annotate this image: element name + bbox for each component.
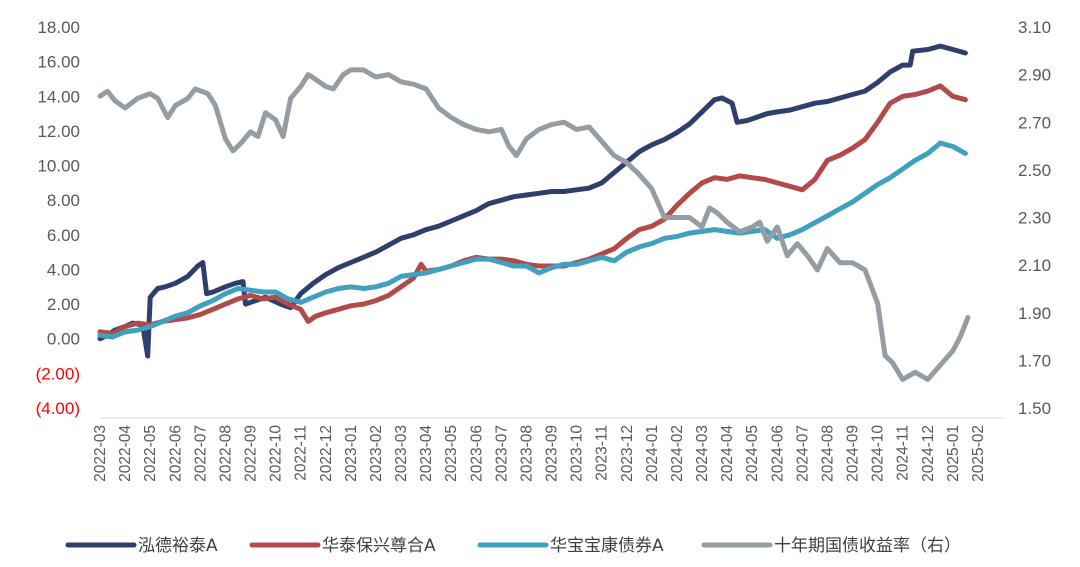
x-tick-label: 2024-08 (819, 425, 836, 482)
x-tick-label: 2024-07 (794, 425, 811, 482)
x-tick-label: 2024-06 (769, 425, 786, 482)
right-y-tick-label: 2.10 (1018, 256, 1051, 275)
x-tick-label: 2023-01 (343, 425, 360, 482)
series-line-1 (97, 83, 968, 336)
legend-label-3: 十年期国债收益率（右） (774, 536, 961, 556)
x-tick-label: 2023-04 (418, 425, 435, 482)
series-line-2 (97, 140, 968, 340)
x-tick-label: 2022-07 (192, 425, 209, 482)
x-tick-label: 2024-01 (644, 425, 661, 482)
right-y-tick-label: 1.50 (1018, 399, 1051, 418)
x-tick-label: 2024-02 (669, 425, 686, 482)
series-line-3 (97, 67, 971, 382)
right-y-tick-label: 1.90 (1018, 304, 1051, 323)
legend: 泓德裕泰A 华泰保兴尊合A 华宝宝康债券A 十年期国债收益率（右） (65, 536, 961, 556)
x-tick-label: 2023-07 (493, 425, 510, 482)
x-tick-label: 2022-12 (318, 425, 335, 482)
left-y-tick-label: 8.00 (47, 191, 80, 210)
left-y-tick-label: 2.00 (47, 295, 80, 314)
left-y-tick-label: (2.00) (36, 364, 80, 383)
x-tick-label: 2024-11 (895, 425, 912, 481)
legend-label-0: 泓德裕泰A (138, 536, 218, 556)
x-tick-label: 2022-10 (268, 425, 285, 482)
left-y-axis: 18.00 16.00 14.00 12.00 10.00 8.00 6.00 4.00 2.0… (36, 18, 80, 418)
right-y-tick-label: 2.70 (1018, 113, 1051, 132)
left-y-tick-label: 18.00 (37, 18, 80, 37)
x-tick-label: 2023-05 (443, 425, 460, 482)
right-y-axis: 3.10 2.90 2.70 2.50 2.30 2.10 1.90 1.70 1.50 (1018, 18, 1051, 418)
x-tick-label: 2024-09 (845, 425, 862, 482)
x-tick-label: 2024-10 (870, 425, 887, 482)
left-y-tick-label: 10.00 (37, 157, 80, 176)
x-tick-label: 2024-04 (719, 425, 736, 482)
x-tick-label: 2023-12 (619, 425, 636, 482)
x-tick-label: 2022-03 (92, 425, 109, 482)
left-y-tick-label: 12.00 (37, 122, 80, 141)
right-y-tick-label: 2.90 (1018, 66, 1051, 85)
x-tick-label: 2023-09 (544, 425, 561, 482)
x-tick-label: 2022-06 (167, 425, 184, 482)
x-tick-label: 2023-06 (468, 425, 485, 482)
left-y-tick-label: (4.00) (36, 399, 80, 418)
series-line-0 (97, 43, 968, 359)
right-y-tick-label: 3.10 (1018, 18, 1051, 37)
left-y-tick-label: 4.00 (47, 260, 80, 279)
left-y-tick-label: 14.00 (37, 87, 80, 106)
x-axis: 2022-03 2022-04 2022-05 2022-06 2022-07 2022-… (92, 417, 1003, 482)
left-y-tick-label: 16.00 (37, 53, 80, 72)
legend-label-1: 华泰保兴尊合A (322, 536, 436, 556)
x-tick-label: 2024-03 (694, 425, 711, 482)
x-tick-label: 2025-01 (945, 425, 962, 482)
x-tick-label: 2022-09 (243, 425, 260, 482)
x-tick-label: 2023-08 (518, 425, 535, 482)
x-tick-label: 2024-12 (920, 425, 937, 482)
x-tick-label: 2023-03 (393, 425, 410, 482)
right-y-tick-label: 1.70 (1018, 351, 1051, 370)
right-y-tick-label: 2.30 (1018, 209, 1051, 228)
series-layer (97, 43, 971, 382)
x-tick-label: 2024-05 (744, 425, 761, 482)
x-tick-label: 2022-08 (217, 425, 234, 482)
x-tick-label: 2022-05 (142, 425, 159, 482)
x-tick-label: 2022-04 (117, 425, 134, 482)
legend-label-2: 华宝宝康债券A (550, 536, 664, 556)
x-tick-label: 2023-02 (368, 425, 385, 482)
x-tick-label: 2023-10 (569, 425, 586, 482)
left-y-tick-label: 0.00 (47, 330, 80, 349)
right-y-tick-label: 2.50 (1018, 161, 1051, 180)
x-tick-label: 2022-11 (293, 425, 310, 481)
left-y-tick-label: 6.00 (47, 226, 80, 245)
x-tick-label: 2023-11 (594, 425, 611, 481)
x-tick-label: 2025-02 (970, 425, 987, 482)
